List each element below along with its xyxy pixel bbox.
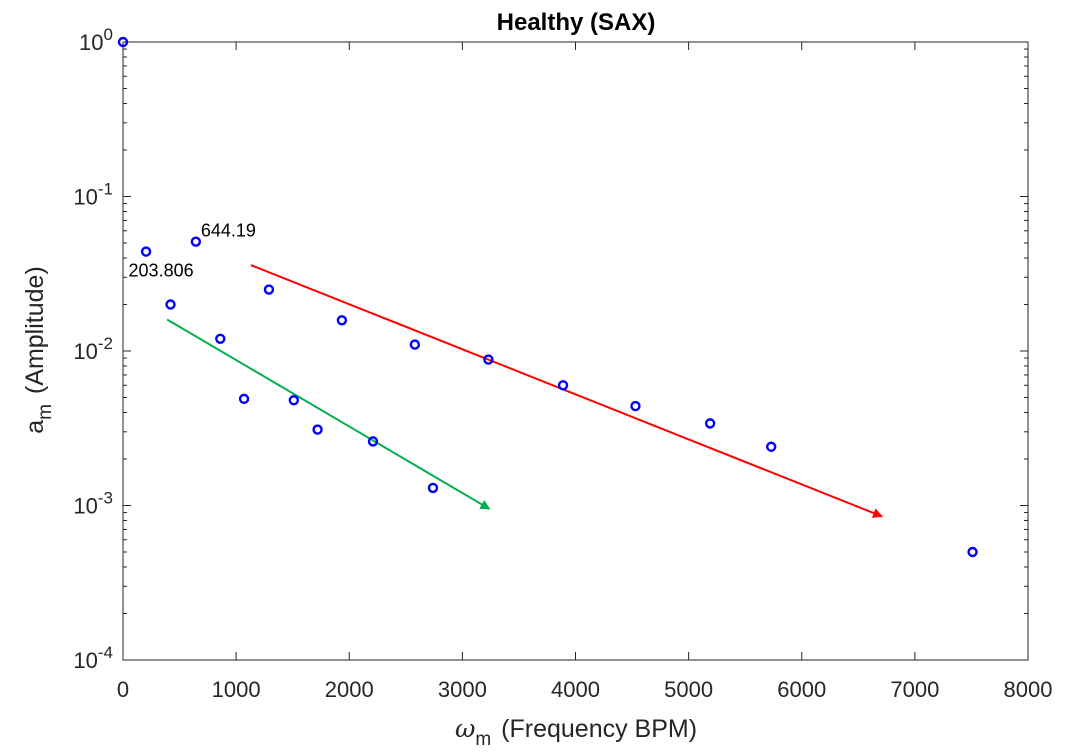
y-axis-label-sub: m <box>35 404 56 420</box>
data-point <box>288 395 300 406</box>
x-tick-label: 2000 <box>325 677 374 702</box>
y-axis-label: am (Amplitude) <box>21 266 56 434</box>
data-point <box>367 436 379 447</box>
data-point <box>215 333 226 344</box>
y-axis-label-text: (Amplitude) <box>21 266 49 394</box>
data-point <box>165 299 176 310</box>
data-point <box>483 354 494 365</box>
y-axis-label-symbol: a <box>21 420 49 434</box>
data-point <box>263 284 275 295</box>
red-trend-arrow <box>250 264 883 518</box>
plot-area: 0 1000 2000 3000 4000 5000 6000 7000 8000 100 10-1… <box>73 25 1052 702</box>
y-tick-label: 10-3 <box>73 489 113 519</box>
data-point <box>190 236 202 247</box>
data-point <box>117 36 129 48</box>
annotation-203: 203.806 <box>129 261 194 281</box>
data-point <box>140 246 152 257</box>
x-tick-label: 8000 <box>1004 677 1053 702</box>
x-axis-label: ωm (Frequency BPM) <box>455 714 697 750</box>
x-axis-label-sub: m <box>475 729 491 750</box>
data-point <box>238 393 250 405</box>
data-point <box>967 546 978 558</box>
data-point <box>557 380 569 391</box>
x-tick-label: 0 <box>117 677 129 702</box>
x-tick-label: 3000 <box>438 677 487 702</box>
data-point <box>630 400 641 412</box>
data-point <box>312 424 323 435</box>
x-tick-label: 4000 <box>551 677 600 702</box>
annotation-644: 644.19 <box>201 221 256 241</box>
x-axis-label-text: (Frequency BPM) <box>501 715 697 743</box>
green-trend-arrow <box>166 318 491 510</box>
data-point <box>409 339 421 350</box>
x-tick-label: 6000 <box>777 677 826 702</box>
data-point <box>336 315 348 326</box>
data-point <box>704 418 716 429</box>
y-tick-label: 10-1 <box>73 180 113 210</box>
x-axis-label-symbol: ω <box>455 714 475 743</box>
data-point <box>427 482 439 494</box>
x-tick-label: 1000 <box>212 677 261 702</box>
x-tick-label: 5000 <box>664 677 713 702</box>
data-point <box>766 441 777 452</box>
y-tick-label: 10-4 <box>73 643 113 673</box>
y-tick-label: 10-2 <box>73 334 113 364</box>
chart-title: Healthy (SAX) <box>497 9 656 36</box>
axes-box <box>122 41 1029 661</box>
x-tick-label: 7000 <box>890 677 939 702</box>
y-tick-label: 100 <box>79 25 113 55</box>
